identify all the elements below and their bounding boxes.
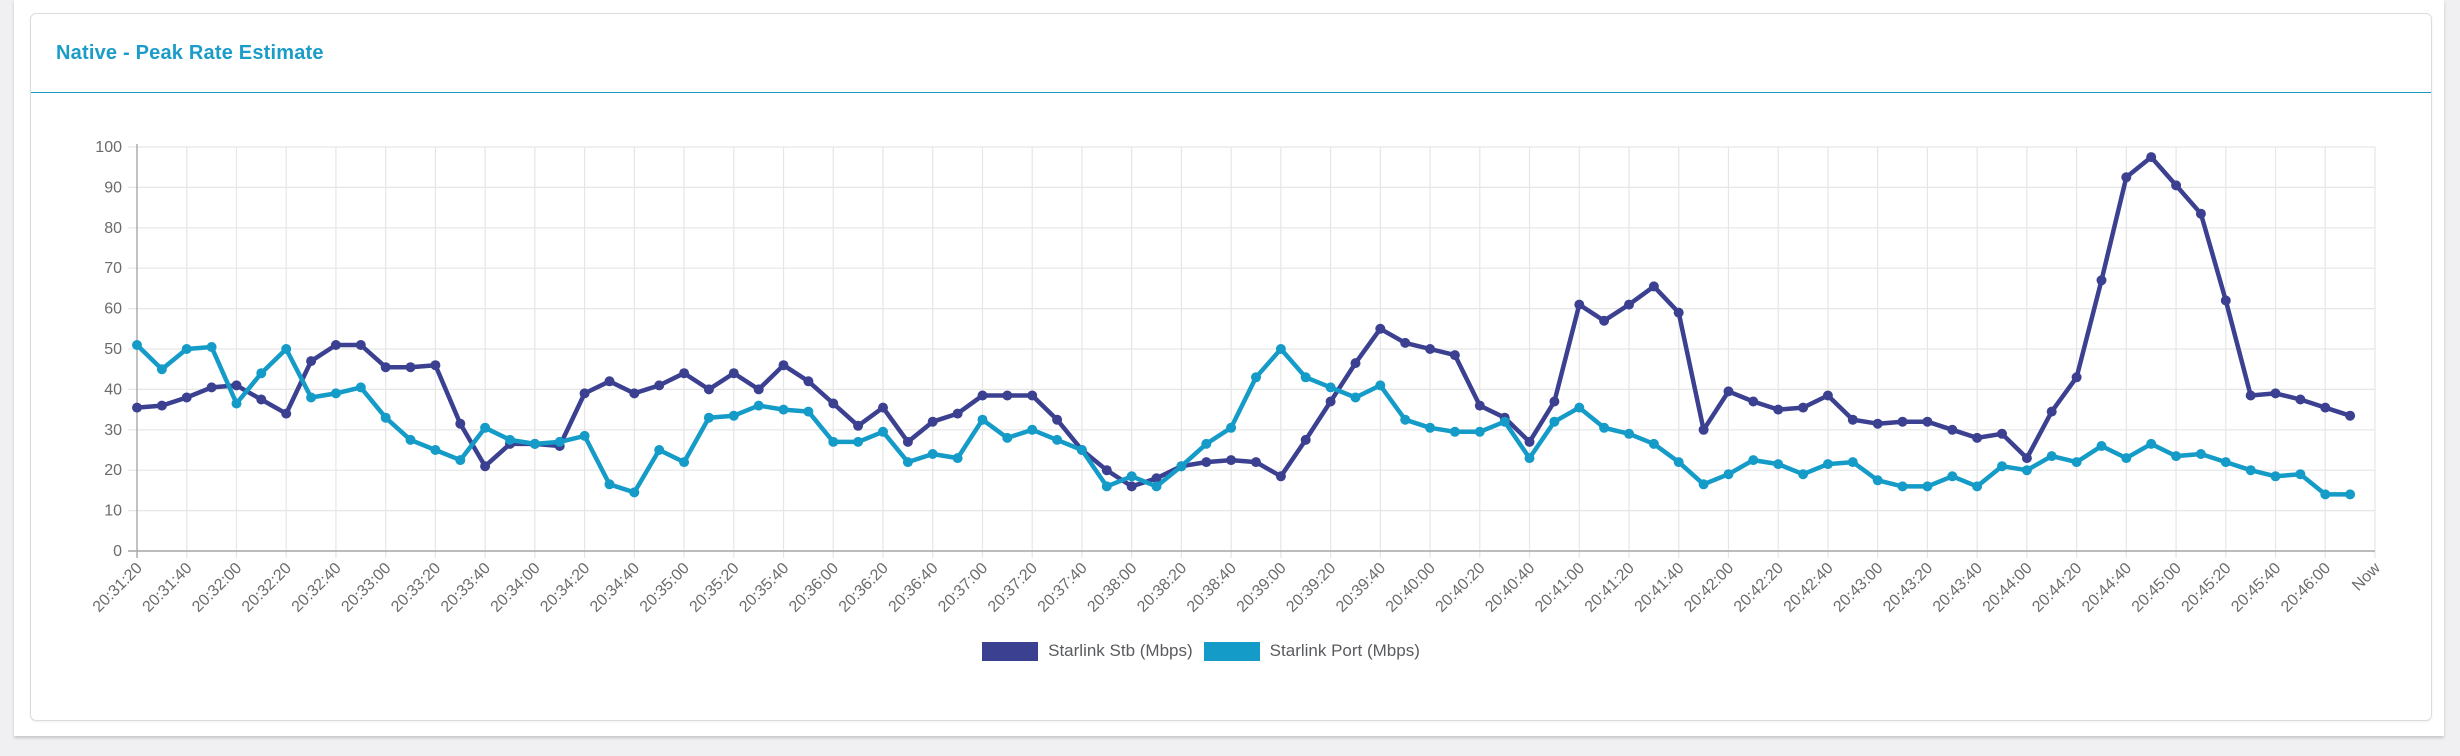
x-tick-label: 20:36:20: [836, 560, 892, 616]
y-tick-label: 30: [104, 422, 122, 439]
x-tick-label: 20:34:40: [587, 560, 643, 616]
x-tick-label: 20:40:40: [1482, 560, 1538, 616]
chart-title: Native - Peak Rate Estimate: [56, 41, 324, 64]
x-tick-label: 20:43:20: [1880, 560, 1936, 616]
x-tick-label: 20:42:20: [1731, 560, 1787, 616]
x-tick-label: 20:41:20: [1582, 560, 1638, 616]
x-tick-label: 20:41:00: [1532, 560, 1588, 616]
legend-swatch: [1203, 641, 1260, 661]
y-tick-label: 50: [104, 341, 122, 358]
y-tick-label: 0: [113, 543, 122, 560]
x-tick-label: 20:42:00: [1681, 560, 1737, 616]
legend-label: Starlink Port (Mbps): [1269, 641, 1420, 660]
y-tick-label: 80: [104, 220, 122, 237]
y-tick-label: 60: [104, 301, 122, 318]
x-tick-label: 20:35:00: [637, 560, 693, 616]
x-tick-label: 20:45:00: [2129, 560, 2185, 616]
x-tick-label: 20:40:00: [1383, 560, 1439, 616]
x-tick-label: 20:38:20: [1134, 560, 1190, 616]
x-tick-label: 20:34:00: [488, 560, 544, 616]
x-tick-label: 20:40:20: [1433, 560, 1489, 616]
chart-card: Native - Peak Rate Estimate 0 10 20 30 40 50 6…: [30, 13, 2432, 721]
series-line-starlink-port-mbps[interactable]: [134, 342, 2353, 497]
x-tick-label: 20:36:40: [886, 560, 942, 616]
series-points-starlink-port-mbps[interactable]: [132, 340, 2356, 500]
x-tick-label: 20:32:20: [239, 560, 295, 616]
y-tick-label: 100: [95, 139, 122, 156]
x-tick-label: 20:46:00: [2278, 560, 2334, 616]
x-tick-label: 20:39:40: [1333, 560, 1389, 616]
x-tick-label: 20:35:40: [736, 560, 792, 616]
x-tick-label: 20:39:00: [1234, 560, 1290, 616]
x-tick-label: 20:44:20: [2029, 560, 2085, 616]
x-tick-label: 20:38:40: [1184, 560, 1240, 616]
series-line-starlink-stb-mbps[interactable]: [134, 154, 2353, 489]
x-tick-label: 20:33:40: [438, 560, 494, 616]
line-chart-canvas[interactable]: 010203040506070809010020:31:2020:31:4020…: [31, 93, 2431, 720]
y-tick-label: 20: [104, 462, 122, 479]
x-tick-label: 20:43:40: [1930, 560, 1986, 616]
x-tick-label: 20:38:00: [1084, 560, 1140, 616]
legend-item-starlink-port-mbps[interactable]: Starlink Port (Mbps): [1203, 641, 1420, 661]
x-tick-label: 20:44:40: [2079, 560, 2135, 616]
chart-legend: Starlink Stb (Mbps) Starlink Port (Mbps): [1, 641, 2401, 661]
tick-labels: 010203040506070809010020:31:2020:31:4020…: [90, 139, 2384, 616]
x-tick-label: 20:37:40: [1035, 560, 1091, 616]
x-tick-label: 20:31:40: [140, 560, 196, 616]
x-tick-label: 20:35:20: [687, 560, 743, 616]
x-tick-label: 20:41:40: [1632, 560, 1688, 616]
x-tick-label: 20:32:40: [289, 560, 345, 616]
series-points-starlink-stb-mbps[interactable]: [132, 152, 2356, 492]
x-tick-label: 20:37:00: [935, 560, 991, 616]
x-tick-label: 20:39:20: [1283, 560, 1339, 616]
x-tick-label: 20:31:20: [90, 560, 146, 616]
x-tick-label: 20:42:40: [1781, 560, 1837, 616]
x-tick-label: 20:37:20: [985, 560, 1041, 616]
x-tick-label: 20:33:00: [338, 560, 394, 616]
y-tick-label: 40: [104, 381, 122, 398]
x-tick-label: 20:32:00: [189, 560, 245, 616]
chart-area: 0 10 20 30 40 50 60 70 80 90 100 20:31:20 20:31:40 20…: [31, 93, 2431, 720]
x-tick-label: 20:33:20: [388, 560, 444, 616]
legend-swatch: [982, 641, 1039, 661]
legend-item-starlink-stb-mbps[interactable]: Starlink Stb (Mbps): [982, 641, 1193, 661]
x-tick-label: 20:36:00: [786, 560, 842, 616]
x-tick-label: 20:43:00: [1830, 560, 1886, 616]
x-tick-label: 20:34:20: [537, 560, 593, 616]
x-tick-label: 20:44:00: [1980, 560, 2036, 616]
legend-label: Starlink Stb (Mbps): [1048, 641, 1193, 660]
y-tick-label: 10: [104, 503, 122, 520]
y-tick-label: 90: [104, 179, 122, 196]
card-header: Native - Peak Rate Estimate: [31, 14, 2431, 93]
y-tick-label: 70: [104, 260, 122, 277]
content-sheet: Native - Peak Rate Estimate 0 10 20 30 40 50 6…: [14, 0, 2444, 736]
x-tick-label: Now: [2349, 559, 2384, 594]
axis-lines: [128, 144, 2375, 558]
x-tick-label: 20:45:20: [2179, 560, 2235, 616]
x-tick-label: 20:45:40: [2228, 560, 2284, 616]
gridlines: [128, 146, 2376, 558]
